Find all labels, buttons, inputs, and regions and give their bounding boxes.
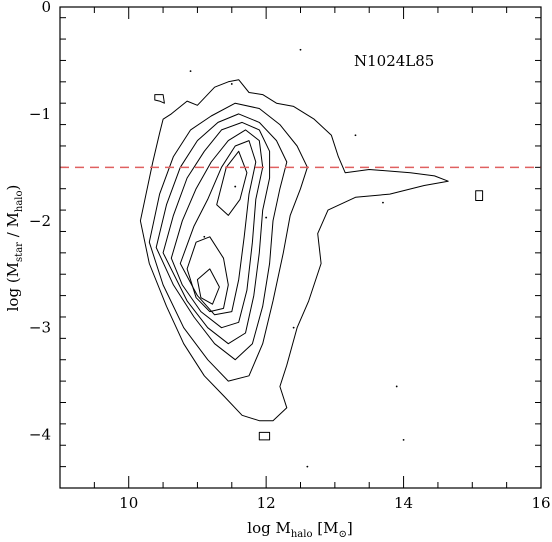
x-axis-label: log Mhalo [M⊙] bbox=[247, 519, 352, 540]
data-point bbox=[292, 326, 295, 329]
y-tick-label: −3 bbox=[29, 319, 51, 337]
data-point bbox=[299, 48, 302, 51]
y-axis-label: log (Mstar / Mhalo) bbox=[4, 185, 25, 312]
x-tick-label: 14 bbox=[394, 494, 413, 512]
contour-level-11 bbox=[475, 190, 484, 201]
contour-layer bbox=[139, 79, 484, 441]
axis-ticks bbox=[59, 7, 542, 489]
contour-level-8 bbox=[186, 236, 229, 313]
contour-level-5 bbox=[170, 129, 264, 329]
y-tick-label: −4 bbox=[29, 426, 51, 444]
contour-level-12 bbox=[258, 431, 271, 441]
model-label: N1024L85 bbox=[354, 52, 434, 70]
data-point bbox=[189, 70, 192, 73]
y-tick-label: −1 bbox=[29, 105, 51, 123]
scatter-points bbox=[189, 48, 405, 468]
data-point bbox=[306, 465, 309, 468]
data-point bbox=[230, 83, 233, 85]
contour-level-9 bbox=[196, 268, 220, 305]
tick-labels: 10 12 14 16 0 −1 −2 −3 −4 bbox=[29, 0, 551, 512]
contour-level-10 bbox=[154, 94, 165, 104]
contour-level-4 bbox=[162, 121, 271, 345]
contour-level-3 bbox=[155, 113, 288, 361]
contour-level-7 bbox=[216, 150, 248, 216]
x-tick-label: 16 bbox=[531, 494, 550, 512]
contour-level-1 bbox=[139, 79, 449, 422]
data-point bbox=[265, 216, 268, 219]
x-tick-label: 12 bbox=[257, 494, 276, 512]
data-point bbox=[203, 235, 206, 238]
contour-level-6 bbox=[179, 140, 257, 316]
data-point bbox=[354, 134, 357, 137]
x-tick-label: 10 bbox=[119, 494, 138, 512]
y-tick-label: 0 bbox=[41, 0, 51, 16]
data-point bbox=[382, 201, 384, 204]
data-point bbox=[234, 185, 237, 188]
data-point bbox=[395, 385, 398, 388]
data-point bbox=[402, 439, 405, 441]
contour-level-2 bbox=[148, 102, 308, 382]
plot-frame bbox=[59, 6, 542, 489]
y-tick-label: −2 bbox=[29, 212, 51, 230]
